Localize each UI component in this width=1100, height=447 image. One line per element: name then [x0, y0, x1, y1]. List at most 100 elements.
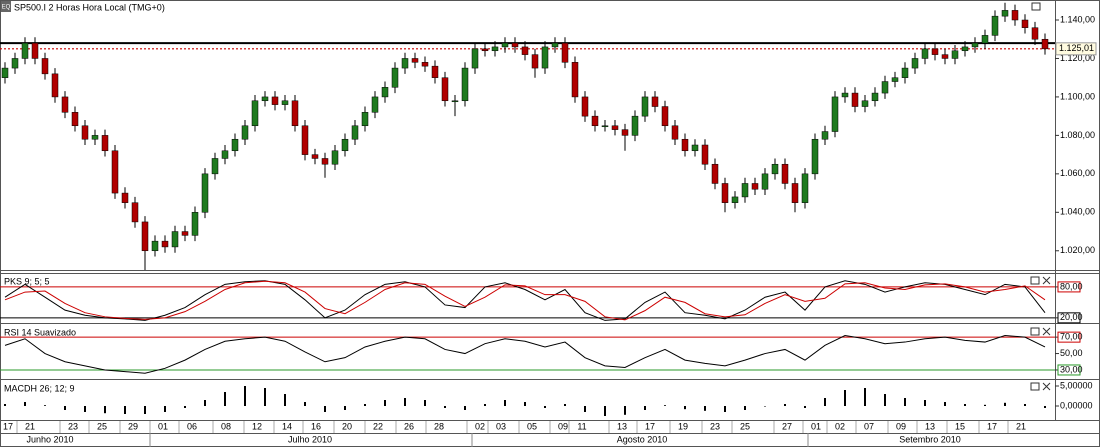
candle-body: [541, 46, 549, 69]
histogram-bar: [204, 400, 206, 406]
candle-body: [631, 115, 639, 136]
day-label: 09: [896, 421, 906, 431]
candle-body: [1001, 10, 1009, 17]
candle-body: [201, 173, 209, 213]
maximize-icon[interactable]: [1031, 2, 1041, 11]
day-label: 06: [187, 421, 197, 431]
candle-body: [131, 202, 139, 223]
candle-body: [191, 212, 199, 236]
histogram-bar: [444, 406, 446, 408]
candle-body: [181, 231, 189, 236]
y-tick-label: 1.140,00: [1060, 14, 1095, 24]
level-label-box: [1057, 364, 1081, 376]
candle-body: [1011, 10, 1019, 21]
candle-body: [211, 158, 219, 175]
candle-body: [121, 192, 129, 203]
y-tick-label: 1.020,00: [1060, 245, 1095, 255]
candle-body: [361, 112, 369, 127]
close-icon[interactable]: [1042, 327, 1051, 336]
candle-body: [411, 58, 419, 63]
close-icon[interactable]: [1042, 382, 1051, 391]
maximize-icon[interactable]: [1030, 327, 1040, 336]
candle-body: [711, 163, 719, 184]
price-label-box: [1055, 42, 1097, 56]
maximize-icon[interactable]: [1030, 382, 1040, 391]
candle-body: [551, 42, 559, 48]
y-tick-label: 1.120,00: [1060, 53, 1095, 63]
candle-body: [421, 62, 429, 67]
level-label-box: [1057, 312, 1081, 324]
day-label: 14: [282, 421, 292, 431]
candle-body: [1, 67, 9, 78]
candle-body: [931, 48, 939, 55]
histogram-bar: [704, 406, 706, 411]
y-tick-label: 0,00000: [1060, 400, 1093, 410]
day-label: 25: [97, 421, 107, 431]
candle-body: [791, 183, 799, 203]
candle-body: [861, 100, 869, 107]
histogram-bar: [284, 394, 286, 406]
candle-body: [941, 54, 949, 59]
day-label: 13: [617, 421, 627, 431]
histogram-bar: [344, 406, 346, 410]
histogram-bar: [464, 406, 466, 410]
day-label: 01: [811, 421, 821, 431]
indicator-line: [4, 280, 1046, 321]
y-tick-label: 70,00: [1060, 332, 1083, 342]
day-label: 07: [864, 421, 874, 431]
candle-body: [301, 125, 309, 155]
day-label: 17: [987, 421, 997, 431]
candle-body: [961, 46, 969, 52]
month-label: Setembro 2010: [899, 434, 961, 444]
y-tick-label: 5,00000: [1060, 380, 1093, 390]
candle-body: [641, 96, 649, 117]
candle-body: [441, 77, 449, 102]
candle-body: [111, 150, 119, 194]
histogram-bar: [864, 388, 866, 406]
candle-body: [611, 125, 619, 130]
histogram-bar: [24, 402, 26, 406]
day-label: 21: [1016, 421, 1026, 431]
candle-body: [831, 96, 839, 132]
y-tick-label: 80,00: [1060, 281, 1083, 291]
histogram-bar: [144, 406, 146, 414]
candle-body: [501, 42, 509, 48]
candle-body: [731, 196, 739, 203]
histogram-bar: [1004, 402, 1006, 406]
histogram-bar: [264, 388, 266, 406]
day-label: 16: [311, 421, 321, 431]
close-icon[interactable]: [1042, 276, 1051, 285]
candle-body: [671, 125, 679, 140]
candle-body: [921, 48, 929, 59]
month-label: Junho 2010: [26, 434, 73, 444]
day-label: 12: [252, 421, 262, 431]
histogram-bar: [804, 406, 806, 408]
histogram-bar: [424, 400, 426, 406]
candle-body: [281, 100, 289, 105]
candle-body: [401, 58, 409, 69]
panel-title: MACDH 26; 12; 9: [4, 383, 75, 393]
candle-body: [91, 135, 99, 140]
histogram-bar: [184, 406, 186, 408]
candle-body: [521, 46, 529, 55]
candle-body: [661, 106, 669, 127]
maximize-icon[interactable]: [1030, 276, 1040, 285]
candle-body: [871, 92, 879, 102]
candle-body: [851, 92, 859, 107]
candle-body: [741, 183, 749, 198]
level-label-box: [1057, 331, 1081, 343]
histogram-bar: [404, 398, 406, 406]
candle-body: [451, 100, 459, 103]
candle-body: [721, 183, 729, 203]
y-tick-label: 50,00: [1060, 348, 1083, 358]
candle-body: [31, 42, 39, 59]
candle-body: [1031, 27, 1039, 40]
logo-text: EQ: [2, 5, 11, 11]
candle-body: [141, 221, 149, 252]
day-label: 02: [835, 421, 845, 431]
candle-body: [561, 42, 569, 63]
candle-body: [991, 15, 999, 36]
day-label: 17: [645, 421, 655, 431]
histogram-bar: [244, 386, 246, 406]
histogram-bar: [304, 402, 306, 406]
